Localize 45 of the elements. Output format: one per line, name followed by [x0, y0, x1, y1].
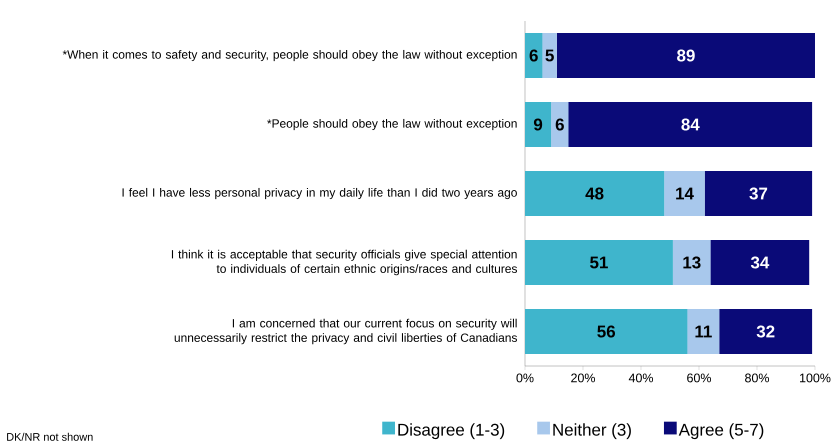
y-tick-label: I think it is acceptable that security officials give special attention to individuals of certain ethnic origins/races and cultures — [172, 250, 517, 276]
data-label: 13 — [683, 256, 701, 269]
y-tick-label: *When it comes to safety and security, people should obey the law without exception — [62, 50, 517, 62]
bar — [524, 240, 673, 286]
data-label: 32 — [756, 325, 774, 338]
bar — [556, 33, 815, 78]
x-tick-label: 100% — [800, 374, 830, 382]
data-label: 48 — [585, 188, 604, 200]
data-label: 84 — [681, 118, 700, 130]
bar — [664, 171, 705, 216]
bar — [542, 33, 557, 78]
x-tick-label: 20% — [571, 374, 596, 382]
data-label: 14 — [676, 188, 694, 200]
data-label: 34 — [750, 256, 770, 269]
data-label: 89 — [677, 50, 695, 62]
bar — [687, 309, 720, 354]
bar — [568, 102, 812, 148]
data-label: 6 — [556, 118, 564, 130]
legend-label: Disagree (1-3) — [398, 423, 504, 440]
data-label: 5 — [545, 50, 554, 62]
bar — [551, 102, 568, 148]
legend-label: Neither (3) — [553, 423, 631, 440]
data-label: 9 — [534, 118, 542, 130]
bar — [524, 102, 552, 148]
data-label: 6 — [530, 50, 538, 62]
bar — [710, 240, 810, 286]
bar — [524, 33, 542, 78]
data-label: 11 — [695, 326, 712, 338]
legend-label: Agree (5-7) — [678, 423, 764, 440]
x-tick-label: 80% — [745, 374, 770, 382]
x-tick-label: 40% — [628, 374, 654, 382]
y-tick-label: *People should obey the law without exception — [267, 118, 517, 130]
bar — [672, 240, 711, 286]
data-label: 51 — [590, 256, 608, 268]
data-label: 37 — [749, 187, 768, 200]
data-label: 56 — [597, 326, 616, 338]
y-tick-label: I feel I have less personal privacy in my daily life than I did two years ago — [122, 188, 517, 200]
bar — [704, 171, 812, 216]
bar — [524, 309, 688, 354]
x-tick-label: 0% — [516, 374, 534, 382]
bar — [524, 171, 664, 216]
bar — [719, 309, 812, 354]
y-tick-label: I am concerned that our current focus on security will unnecessarily restrict the privacy and civil liberties of Canadians — [174, 318, 517, 344]
x-tick-label: 60% — [687, 374, 712, 382]
text: DK/NR not shown — [7, 432, 93, 441]
